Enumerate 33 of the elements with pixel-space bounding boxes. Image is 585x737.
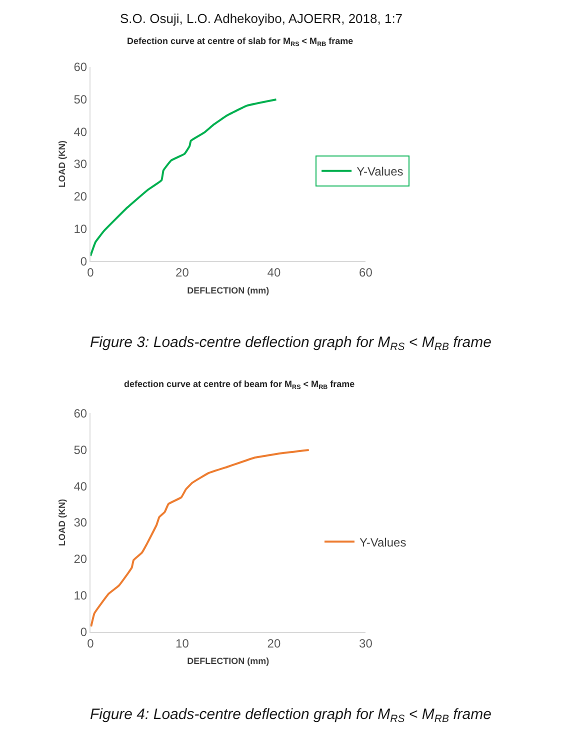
legend-label: Y-Values [356,164,404,179]
y-tick-label: 0 [80,254,88,268]
y-tick-label: 30 [74,157,88,172]
y-axis-title: LOAD (KN) [57,499,68,546]
line-series [90,98,278,257]
y-tick-label: 40 [74,479,88,494]
caption: Figure 3: Loads-centre deflection graph for M$_{RS}$ < M$_{RB}$ frame [90,334,492,354]
y-tick-label: 30 [74,516,88,530]
x-tick-label: 40 [267,265,281,280]
y-tick-label: 60 [74,406,88,420]
y-tick-label: 50 [74,442,88,457]
y-tick-label: 20 [74,190,88,204]
text: S.O. Osuji, L.O. Adhekoyibo, AJOERR, 2018, 1:7 [120,11,403,26]
y-tick-label: 50 [74,92,88,106]
y-tick-label: 0 [80,625,88,640]
x-tick-label: 20 [267,636,281,650]
y-tick-label: 10 [74,588,88,603]
x-axis-title: DEFLECTION (mm) [187,656,270,666]
y-tick-label: 10 [74,222,88,236]
y-tick-label: 60 [74,60,88,74]
x-tick-label: 10 [176,636,190,650]
x-tick-label: 20 [176,265,190,280]
x-tick-label: 60 [359,265,373,280]
chart-title: defection curve at centre of beam for M$_{RS}$ < M$_{RB}$ frame [124,379,355,391]
legend-label: Y-Values [359,535,406,550]
x-tick-label: 30 [359,636,373,650]
y-tick-label: 40 [74,124,88,139]
chart-title: Defection curve at centre of slab for M$_{RS}$ < M$_{RB}$ frame [127,36,354,48]
x-axis-title: DEFLECTION (mm) [187,285,270,296]
caption: Figure 4: Loads-centre deflection graph for M$_{RS}$ < M$_{RB}$ frame [90,706,492,726]
line-series [90,448,310,628]
y-tick-label: 20 [74,552,88,566]
y-axis-title: LOAD (KN) [57,140,68,188]
